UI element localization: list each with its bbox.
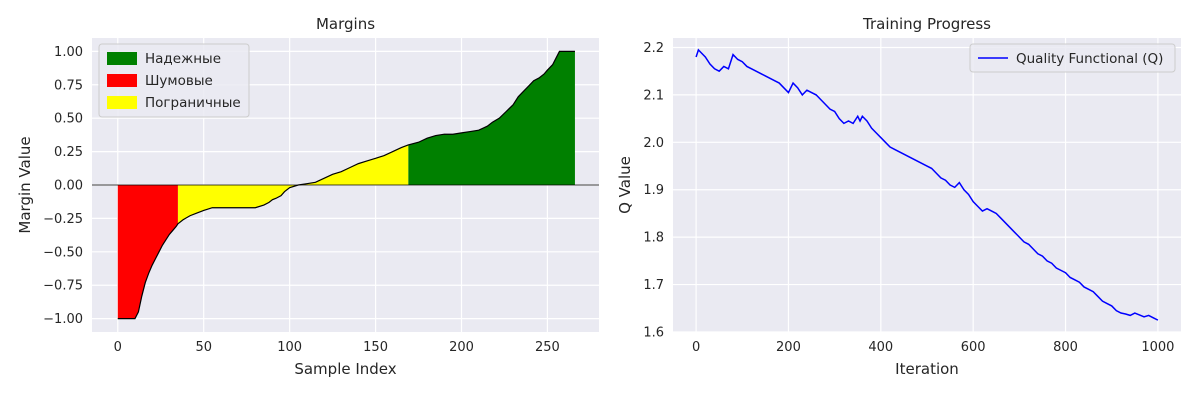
y-axis-label: Margin Value [16,136,34,233]
chart-title: Margins [316,15,375,33]
x-tick-label: 200 [449,340,474,355]
x-tick-label: 0 [692,340,700,355]
y-tick-label: 2.2 [643,41,664,56]
area-fill-2 [117,185,178,319]
y-tick-label: 1.9 [643,183,664,198]
y-tick-label: 0.50 [54,112,83,127]
area-fill-1 [408,51,575,186]
x-tick-label: 800 [1053,340,1078,355]
x-tick-label: 50 [195,340,212,355]
x-tick-label: 150 [363,340,388,355]
x-tick-label: 1000 [1141,340,1174,355]
series-line-1 [695,48,1159,321]
legend-label-1: Надежные [145,51,221,67]
legend-box [969,43,1176,73]
y-tick-label: 2.0 [643,136,664,151]
y-tick-label: −0.75 [43,279,83,294]
x-axis-label: Iteration [895,360,959,378]
legend-label-1: Quality Functional (Q) [1016,51,1163,67]
x-tick-label: 400 [868,340,893,355]
x-tick-label: 100 [277,340,302,355]
y-tick-label: −1.00 [43,312,83,327]
chart-1: 0 50 100 150 200 250 −1.00 −0.75 −0.50 −0.25 0.00 0… [16,15,599,378]
legend: Надежные Шумовые Пограничные [98,43,250,118]
y-tick-label: 0.75 [54,78,83,93]
y-tick-label: 0.00 [54,179,83,194]
legend-label-3: Пограничные [145,95,241,111]
legend-swatch-3 [107,96,137,109]
y-tick-label: 2.1 [643,88,664,103]
y-tick-label: 1.00 [54,45,83,60]
x-tick-label: 600 [961,340,986,355]
y-tick-label: 1.6 [643,326,664,341]
x-tick-label: 200 [776,340,801,355]
legend: Quality Functional (Q) [969,43,1176,73]
y-tick-label: −0.25 [43,212,83,227]
legend-label-2: Шумовые [145,73,213,89]
margin-curve [117,50,575,320]
legend-swatch-2 [107,74,137,87]
y-tick-label: 0.25 [54,145,83,160]
y-tick-label: 1.7 [643,278,664,293]
y-tick-label: −0.50 [43,245,83,260]
area-fill-3 [177,144,409,224]
legend-swatch-1 [107,52,137,65]
x-tick-label: 0 [114,340,122,355]
chart-2: 0 200 400 600 800 1000 1.6 1.7 1.8 1.9 2.0 2.1 2.2 Tr… [616,15,1181,378]
gridlines [673,38,1181,333]
y-tick-label: 1.8 [643,231,664,246]
chart-title: Training Progress [862,15,991,33]
x-tick-label: 250 [535,340,560,355]
x-axis-label: Sample Index [294,360,396,378]
y-axis-label: Q Value [616,156,634,214]
plot-area [673,38,1181,332]
